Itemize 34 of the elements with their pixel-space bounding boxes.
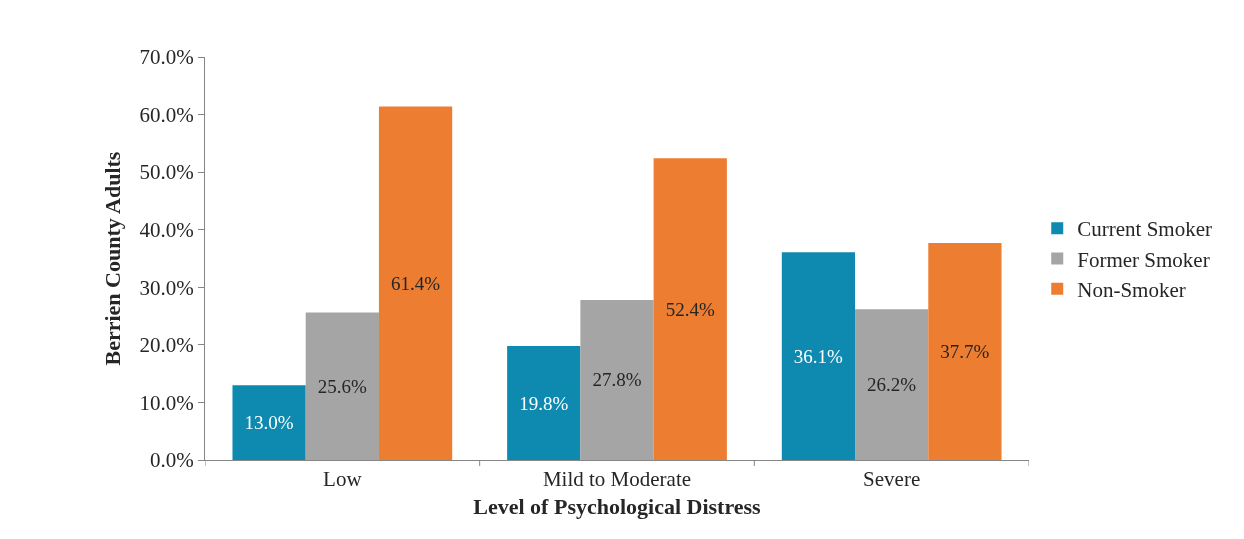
data-label: 25.6% (317, 375, 367, 397)
data-label: 61.4% (390, 272, 441, 294)
bar (580, 299, 654, 460)
data-label: 52.4% (665, 298, 715, 320)
legend-label: Current Smoker (1077, 217, 1212, 242)
data-label: 37.7% (940, 340, 990, 362)
legend-label: Former Smoker (1077, 247, 1210, 272)
bar (855, 309, 929, 460)
x-tick-label: Mild to Moderate (542, 467, 692, 492)
bar (378, 106, 453, 460)
y-tick-label: 10.0% (139, 390, 194, 415)
data-label: 19.8% (519, 392, 569, 414)
legend-label: Non-Smoker (1077, 277, 1186, 302)
y-tick-label: 70.0% (139, 45, 194, 70)
bar (232, 385, 306, 460)
y-tick-label: 50.0% (139, 160, 194, 185)
bar (507, 346, 581, 460)
y-tick-label: 0.0% (150, 448, 194, 473)
x-tick-label: Low (323, 467, 363, 492)
data-label: 36.1% (793, 345, 844, 367)
y-tick-label: 60.0% (139, 102, 194, 127)
bar (928, 242, 1002, 460)
x-tick-label: Severe (863, 467, 921, 492)
y-tick-label: 40.0% (139, 218, 194, 243)
y-tick-label: 20.0% (139, 333, 194, 358)
x-axis-title: Level of Psychological Distress (473, 494, 762, 520)
bar (653, 158, 727, 460)
bar (781, 252, 856, 460)
data-label: 13.0% (244, 412, 294, 434)
bar (305, 312, 379, 460)
data-label: 27.8% (592, 369, 642, 391)
y-tick-label: 30.0% (139, 275, 194, 300)
y-axis-title: Berrien County Adults (100, 151, 126, 366)
data-label: 26.2% (867, 374, 917, 396)
